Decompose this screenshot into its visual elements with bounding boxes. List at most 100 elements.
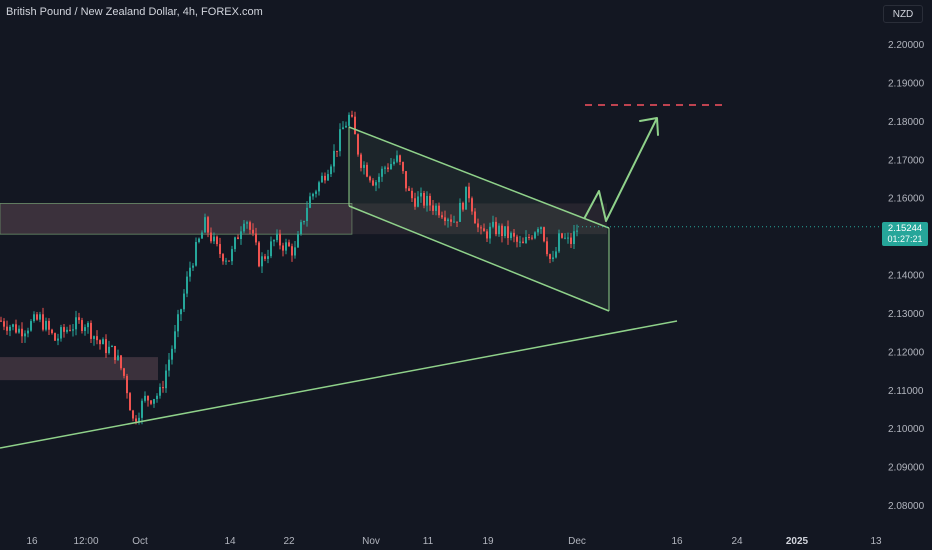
candle-body	[318, 182, 320, 192]
projection-path	[583, 117, 658, 222]
candle-body	[354, 116, 356, 135]
candle-body	[564, 237, 566, 239]
candle-body	[300, 222, 302, 235]
time-tick-label: 14	[224, 536, 236, 547]
candle-body	[273, 240, 275, 242]
candle-body	[549, 254, 551, 259]
candle-body	[348, 114, 350, 126]
candle-body	[51, 329, 53, 334]
candle-body	[513, 232, 515, 237]
candle-body	[81, 320, 83, 331]
candle-body	[243, 223, 245, 232]
candle-body	[177, 314, 179, 332]
candle-body	[60, 327, 62, 339]
candle-body	[438, 205, 440, 216]
candle-body	[297, 234, 299, 248]
candle-body	[525, 236, 527, 244]
candle-body	[195, 241, 197, 266]
candle-body	[468, 186, 470, 199]
candle-body	[12, 324, 14, 327]
candle-body	[570, 237, 572, 244]
candle-body	[6, 326, 8, 331]
candle-body	[117, 355, 119, 361]
support-zone	[0, 357, 158, 381]
price-tick-label: 2.19000	[888, 78, 925, 89]
candle-body	[180, 309, 182, 315]
price-tick-label: 2.08000	[888, 501, 925, 512]
candle-body	[120, 355, 122, 369]
candle-body	[279, 233, 281, 246]
candle-body	[522, 241, 524, 244]
candle-body	[303, 221, 305, 223]
candle-body	[534, 232, 536, 239]
price-tick-label: 2.14000	[888, 271, 925, 282]
candle-body	[393, 161, 395, 165]
price-tick-label: 2.13000	[888, 309, 925, 320]
candles-layer	[0, 110, 578, 425]
candle-body	[285, 242, 287, 251]
candle-body	[408, 188, 410, 191]
channel-lower-line	[348, 205, 610, 312]
candle-body	[288, 242, 290, 247]
candle-body	[501, 225, 503, 237]
candle-body	[90, 322, 92, 339]
candle-body	[456, 221, 458, 223]
candle-body	[351, 114, 353, 117]
drawings-layer	[0, 104, 880, 449]
candle-body	[357, 134, 359, 155]
candle-body	[99, 340, 101, 345]
candle-body	[453, 221, 455, 223]
candle-body	[435, 205, 437, 211]
time-tick-label: 19	[482, 536, 494, 547]
candle-body	[519, 241, 521, 243]
candle-body	[102, 339, 104, 345]
candle-body	[471, 198, 473, 212]
price-tick-label: 2.18000	[888, 117, 925, 128]
time-tick-label: 22	[283, 536, 295, 547]
candle-body	[504, 226, 506, 237]
candle-body	[33, 314, 35, 322]
candle-body	[45, 320, 47, 330]
price-tick-label: 2.12000	[888, 347, 925, 358]
candle-body	[543, 227, 545, 242]
time-tick-label: 16	[26, 536, 38, 547]
candle-body	[414, 198, 416, 207]
candle-body	[459, 202, 461, 222]
candle-body	[363, 164, 365, 168]
candle-body	[510, 232, 512, 239]
time-tick-label: Dec	[568, 536, 586, 547]
candle-body	[141, 400, 143, 418]
candle-body	[327, 174, 329, 181]
candle-body	[66, 329, 68, 332]
candle-body	[9, 326, 11, 331]
candle-body	[369, 176, 371, 181]
candle-body	[159, 387, 161, 396]
candle-body	[516, 236, 518, 242]
candle-body	[213, 236, 215, 242]
candle-body	[171, 348, 173, 360]
candle-body	[129, 393, 131, 411]
candle-body	[87, 322, 89, 328]
candle-body	[240, 231, 242, 240]
candle-body	[234, 237, 236, 250]
candle-body	[324, 175, 326, 181]
candle-body	[573, 231, 575, 244]
candle-body	[126, 375, 128, 394]
candle-body	[189, 267, 191, 277]
currency-button[interactable]: NZD	[883, 5, 923, 23]
candle-body	[444, 217, 446, 222]
price-tick-label: 2.17000	[888, 155, 925, 166]
candle-body	[228, 260, 230, 262]
time-tick-label: 11	[423, 536, 434, 547]
candle-body	[138, 417, 140, 422]
candle-body	[18, 328, 20, 333]
candle-body	[528, 236, 530, 238]
candle-body	[402, 161, 404, 172]
candle-body	[42, 314, 44, 330]
candle-body	[225, 260, 227, 262]
candle-body	[135, 418, 137, 422]
candle-body	[360, 154, 362, 168]
candle-body	[246, 222, 248, 224]
candle-body	[558, 233, 560, 252]
